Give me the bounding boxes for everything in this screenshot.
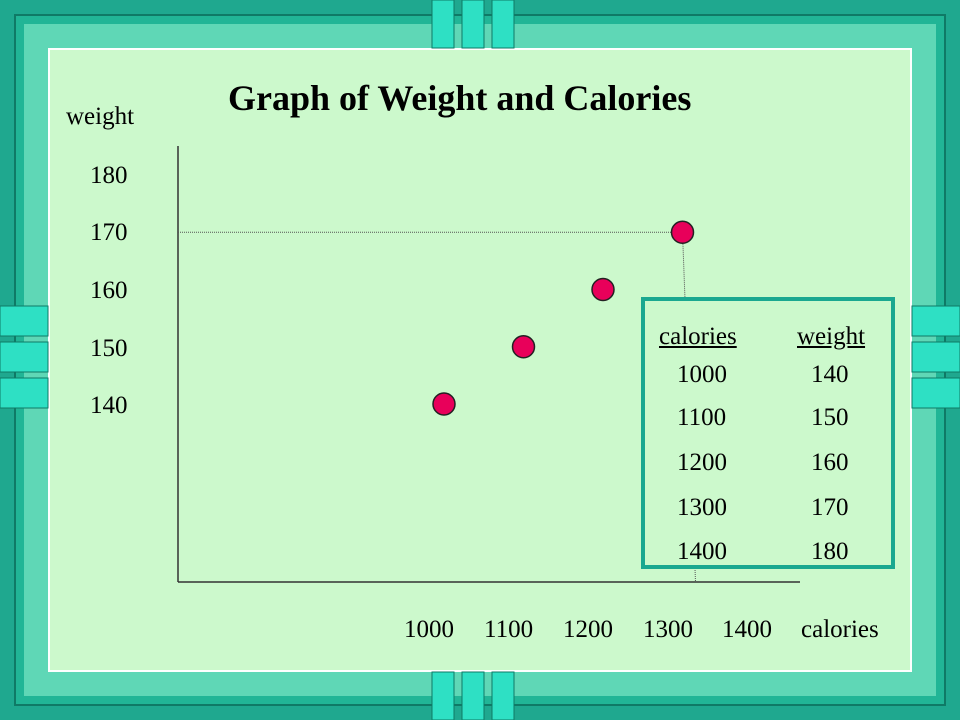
x-tick-label: 1400	[722, 616, 772, 643]
x-tick-label: 1200	[563, 616, 613, 643]
y-tick-label: 140	[90, 392, 128, 419]
data-table: calories weight 1000 140 1100 150 1200 1…	[641, 297, 895, 569]
page-title: Graph of Weight and Calories	[228, 78, 692, 118]
data-point	[432, 392, 456, 416]
y-tick-label: 180	[90, 162, 128, 189]
table-cell: 170	[811, 494, 849, 521]
table-header-calories: calories	[659, 323, 737, 350]
table-cell: 1200	[677, 449, 727, 476]
table-cell: 180	[811, 538, 849, 565]
table-cell: 140	[811, 361, 849, 388]
x-axis-label: calories	[801, 616, 879, 643]
data-point	[511, 335, 536, 359]
x-tick-label: 1100	[484, 616, 534, 643]
table-cell: 150	[811, 404, 849, 431]
x-tick-label: 1000	[404, 616, 454, 643]
data-point	[670, 220, 695, 244]
table-cell: 1400	[677, 538, 727, 565]
table-header-weight: weight	[797, 323, 866, 350]
table-cell: 1100	[677, 404, 727, 431]
table-cell: 160	[811, 449, 849, 476]
y-tick-label: 160	[90, 277, 128, 304]
table-cell: 1300	[677, 494, 727, 521]
y-tick-label: 150	[90, 335, 128, 362]
y-axis-label: weight	[66, 103, 135, 130]
y-tick-label: 170	[90, 219, 128, 246]
table-cell: 1000	[677, 361, 727, 388]
x-tick-label: 1300	[643, 616, 693, 643]
data-point	[591, 277, 615, 302]
